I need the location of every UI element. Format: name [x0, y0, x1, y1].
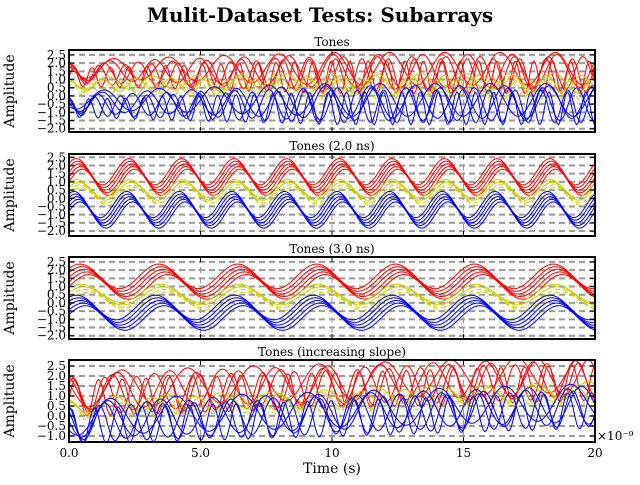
series-line-red [69, 268, 595, 295]
series-line-yellow [69, 184, 595, 204]
series-line-yellow [69, 187, 595, 207]
y-tick-label: −2.0 [37, 122, 66, 136]
series-line-yellow [69, 78, 595, 100]
series-line-blue [69, 294, 595, 321]
x-tick-label: 10 [324, 446, 339, 460]
series-line-blue [69, 89, 595, 123]
y-axis-label: Amplitude [2, 158, 18, 232]
y-tick-label: −2.0 [37, 329, 66, 343]
y-tick-label: 1.0 [47, 280, 66, 294]
x-tick-label: 5.0 [191, 446, 210, 460]
y-tick-label: 0.0 [47, 191, 66, 205]
series-line-red [69, 360, 595, 408]
y-tick-label: 2.5 [47, 48, 66, 62]
y-tick-label: 1.0 [47, 175, 66, 189]
panel-2: −2.0−1.5−1.0−0.50.00.51.01.52.02.5 Tones … [2, 139, 596, 238]
panel-title: Tones (increasing slope) [258, 345, 406, 359]
series-line-blue [69, 82, 595, 117]
series-line-blue [69, 85, 595, 119]
y-tick-label: −0.5 [37, 419, 66, 433]
y-tick-label: −2.0 [37, 224, 66, 238]
panels: −2.0−1.5−1.0−0.50.00.51.01.52.02.5TonesA… [2, 35, 603, 460]
series-line-red [69, 168, 595, 196]
series-line-red [69, 58, 595, 92]
series-line-red [69, 165, 595, 194]
y-tick-label: 0.5 [47, 399, 66, 413]
series-line-blue [69, 201, 595, 229]
series-line-blue [69, 388, 595, 441]
y-axis-label: Amplitude [2, 364, 18, 438]
panel-title: Tones (2.0 ns) [289, 139, 374, 153]
x-axis-label: Time (s) [303, 461, 361, 477]
y-tick-label: 1.5 [47, 379, 66, 393]
y-axis-label: Amplitude [2, 261, 18, 335]
panel-4: −1.0−0.50.00.51.01.52.02.5 Tones (increas… [2, 345, 596, 443]
series-line-yellow [69, 76, 595, 98]
series-line-blue [69, 87, 595, 122]
series-line-yellow [69, 286, 595, 306]
y-tick-label: 0.5 [47, 183, 66, 197]
series-line-yellow [69, 72, 595, 94]
y-tick-label: −1.5 [37, 321, 66, 335]
y-axis-label: Amplitude [2, 54, 18, 128]
series-line-red [69, 271, 595, 297]
panel-1: −2.0−1.5−1.0−0.50.00.51.01.52.02.5 Tones A… [2, 35, 596, 136]
x-tick-label: 20 [587, 446, 602, 460]
y-tick-label: −1.5 [37, 114, 66, 128]
y-tick-label: 2.5 [47, 255, 66, 269]
y-tick-label: 0.0 [47, 89, 66, 103]
y-tick-label: 1.5 [47, 64, 66, 78]
y-tick-label: −1.0 [37, 429, 66, 443]
series-line-blue [69, 305, 595, 331]
y-tick-label: 2.0 [47, 369, 66, 383]
series-line-blue [69, 302, 595, 329]
y-tick-label: 1.5 [47, 167, 66, 181]
series-line-blue [69, 385, 595, 438]
y-tick-label: 2.5 [47, 150, 66, 164]
y-tick-label: 0.0 [47, 296, 66, 310]
series-line-red [69, 263, 595, 290]
y-tick-label: −1.5 [37, 216, 66, 230]
series-line-blue [69, 391, 595, 442]
series-line-blue [69, 190, 595, 219]
chart-title: Mulit-Dataset Tests: Subarrays [147, 3, 493, 27]
y-tick-label: 2.0 [47, 56, 66, 70]
series-group [69, 360, 595, 442]
series-line-yellow [69, 74, 595, 96]
y-tick-label: −1.0 [37, 312, 66, 326]
y-tick-label: 2.0 [47, 158, 66, 172]
x-scale-label: ×10⁻⁹ [597, 429, 634, 443]
panel-title: Tones (3.0 ns) [289, 242, 374, 256]
series-line-yellow [69, 283, 595, 303]
y-tick-label: −0.5 [37, 97, 66, 111]
y-tick-label: 2.0 [47, 263, 66, 277]
y-tick-label: 1.0 [47, 389, 66, 403]
y-tick-label: 1.0 [47, 73, 66, 87]
x-tick-label: 0.0 [59, 446, 78, 460]
series-line-red [69, 59, 595, 95]
y-tick-label: −1.0 [37, 105, 66, 119]
y-tick-label: 1.5 [47, 271, 66, 285]
x-tick-label: 15 [456, 446, 471, 460]
y-tick-label: −0.5 [37, 304, 66, 318]
y-tick-label: 2.5 [47, 359, 66, 373]
y-tick-label: 0.5 [47, 288, 66, 302]
series-line-blue [69, 383, 595, 436]
series-group [69, 263, 595, 331]
series-line-red [69, 273, 595, 300]
panel-3: −2.0−1.5−1.0−0.50.00.51.01.52.02.5 Tones … [2, 242, 596, 343]
y-tick-label: −1.0 [37, 208, 66, 222]
series-line-yellow [69, 181, 595, 201]
series-group [69, 158, 595, 229]
series-line-yellow [69, 179, 595, 199]
y-tick-label: 0.0 [47, 409, 66, 423]
series-line-yellow [69, 289, 595, 309]
y-tick-label: 0.5 [47, 81, 66, 95]
y-tick-label: −0.5 [37, 199, 66, 213]
series-line-red [69, 158, 595, 186]
panel-title: Tones [314, 35, 349, 49]
